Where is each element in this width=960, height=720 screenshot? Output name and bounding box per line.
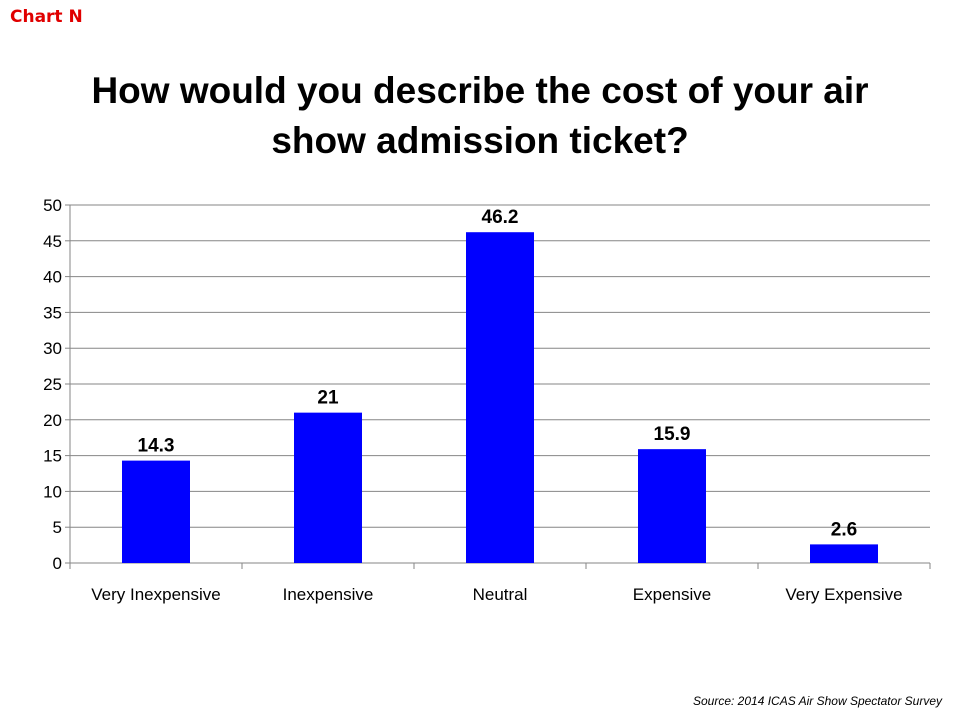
bar bbox=[466, 232, 534, 563]
data-label: 14.3 bbox=[138, 436, 175, 457]
data-label: 46.2 bbox=[482, 207, 519, 228]
chart-title-line-2: show admission ticket? bbox=[271, 120, 689, 161]
y-tick-label: 0 bbox=[53, 554, 62, 573]
x-tick-label: Neutral bbox=[473, 585, 528, 604]
data-label: 15.9 bbox=[654, 424, 691, 445]
y-tick-label: 20 bbox=[43, 411, 62, 430]
source-note: Source: 2014 ICAS Air Show Spectator Sur… bbox=[692, 694, 942, 708]
chart-label: Chart N bbox=[10, 7, 83, 27]
bar bbox=[122, 460, 190, 563]
y-tick-label: 30 bbox=[43, 339, 62, 358]
x-tick-label: Very Expensive bbox=[785, 585, 902, 604]
chart-title: How would you describe the cost of your … bbox=[0, 66, 960, 166]
bar bbox=[810, 544, 878, 563]
y-tick-label: 10 bbox=[43, 482, 62, 501]
y-tick-label: 45 bbox=[43, 232, 62, 251]
chart-title-line-1: How would you describe the cost of your … bbox=[91, 70, 869, 111]
x-tick-label: Expensive bbox=[633, 585, 711, 604]
data-label: 2.6 bbox=[831, 519, 857, 540]
x-tick-label: Very Inexpensive bbox=[91, 585, 220, 604]
y-tick-label: 5 bbox=[53, 518, 62, 537]
y-tick-label: 50 bbox=[43, 196, 62, 215]
bar bbox=[294, 412, 362, 563]
y-tick-label: 35 bbox=[43, 303, 62, 322]
bar bbox=[638, 449, 706, 563]
y-tick-label: 15 bbox=[43, 447, 62, 466]
y-tick-label: 25 bbox=[43, 375, 62, 394]
y-tick-label: 40 bbox=[43, 268, 62, 287]
x-tick-label: Inexpensive bbox=[283, 585, 374, 604]
data-label: 21 bbox=[317, 388, 339, 409]
